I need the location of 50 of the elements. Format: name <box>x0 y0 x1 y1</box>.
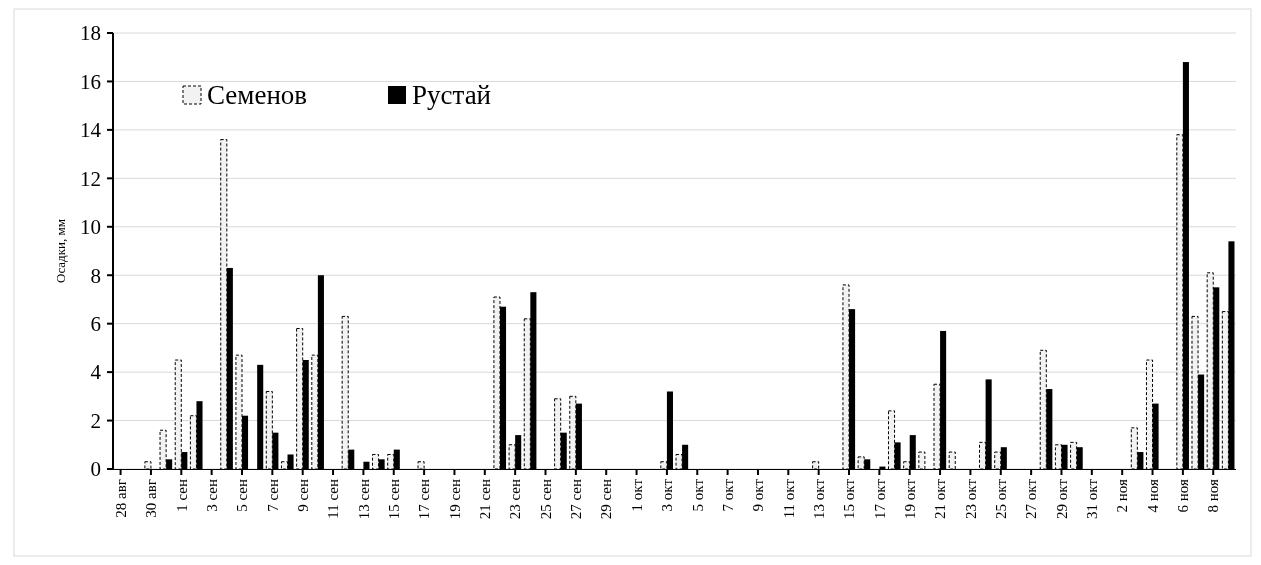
x-tick-label: 19 сен <box>446 479 463 520</box>
y-tick-label: 0 <box>90 457 101 482</box>
x-tick-label: 27 сен <box>568 479 585 520</box>
x-tick-label: 5 сен <box>234 479 251 512</box>
y-tick-label: 6 <box>90 312 101 337</box>
y-tick-label: 10 <box>80 215 101 240</box>
x-tick-label: 9 окт <box>750 478 767 512</box>
x-tick-label: 5 окт <box>689 478 706 512</box>
x-tick-label: 17 окт <box>871 478 888 519</box>
y-tick-label: 8 <box>90 263 101 288</box>
y-axis-title: Осадки, мм <box>53 219 68 283</box>
y-tick-label: 14 <box>80 118 102 143</box>
x-tick-label: 25 сен <box>537 479 554 520</box>
legend-label: Рустай <box>412 80 492 111</box>
x-tick-label: 8 ноя <box>1205 478 1222 513</box>
y-tick-label: 12 <box>80 166 101 191</box>
x-tick-label: 15 сен <box>386 479 402 520</box>
x-tick-label: 11 сен <box>325 479 342 519</box>
x-tick-label: 7 окт <box>719 478 736 512</box>
x-tick-label: 29 окт <box>1053 478 1070 519</box>
y-tick-label: 2 <box>90 408 101 433</box>
x-tick-label: 3 окт <box>659 478 676 512</box>
x-tick-label: 15 окт <box>841 478 858 519</box>
x-tick-label: 3 сен <box>203 479 220 512</box>
x-tick-label: 31 окт <box>1084 478 1101 519</box>
x-tick-label: 29 сен <box>598 479 615 520</box>
legend-label: Семенов <box>207 80 308 111</box>
x-tick-label: 9 сен <box>294 479 311 512</box>
x-tick-label: 28 авг <box>112 479 129 518</box>
x-tick-label: 4 ноя <box>1144 478 1161 513</box>
x-tick-label: 27 окт <box>1023 478 1040 519</box>
y-tick-label: 18 <box>80 21 101 46</box>
x-tick-label: 13 окт <box>810 478 827 519</box>
x-tick-label: 19 окт <box>901 478 918 519</box>
x-tick-label: 7 сен <box>264 479 281 512</box>
y-tick-label: 16 <box>80 69 101 94</box>
x-tick-label: 23 сен <box>507 479 524 520</box>
x-tick-label: 21 сен <box>477 479 494 520</box>
x-tick-label: 2 ноя <box>1114 478 1131 513</box>
x-tick-label: 25 окт <box>993 478 1010 519</box>
x-tick-label: 21 окт <box>932 478 949 519</box>
x-tick-label: 30 авг <box>143 479 160 518</box>
y-tick-label: 4 <box>90 360 102 385</box>
x-tick-label: 1 сен <box>173 479 190 512</box>
x-tick-label: 23 окт <box>962 478 979 519</box>
x-tick-label: 17 сен <box>416 479 433 520</box>
x-tick-label: 1 окт <box>628 478 645 512</box>
x-tick-label: 11 окт <box>780 478 797 519</box>
x-tick-label: 6 ноя <box>1175 478 1192 513</box>
x-tick-label: 13 сен <box>355 479 372 520</box>
